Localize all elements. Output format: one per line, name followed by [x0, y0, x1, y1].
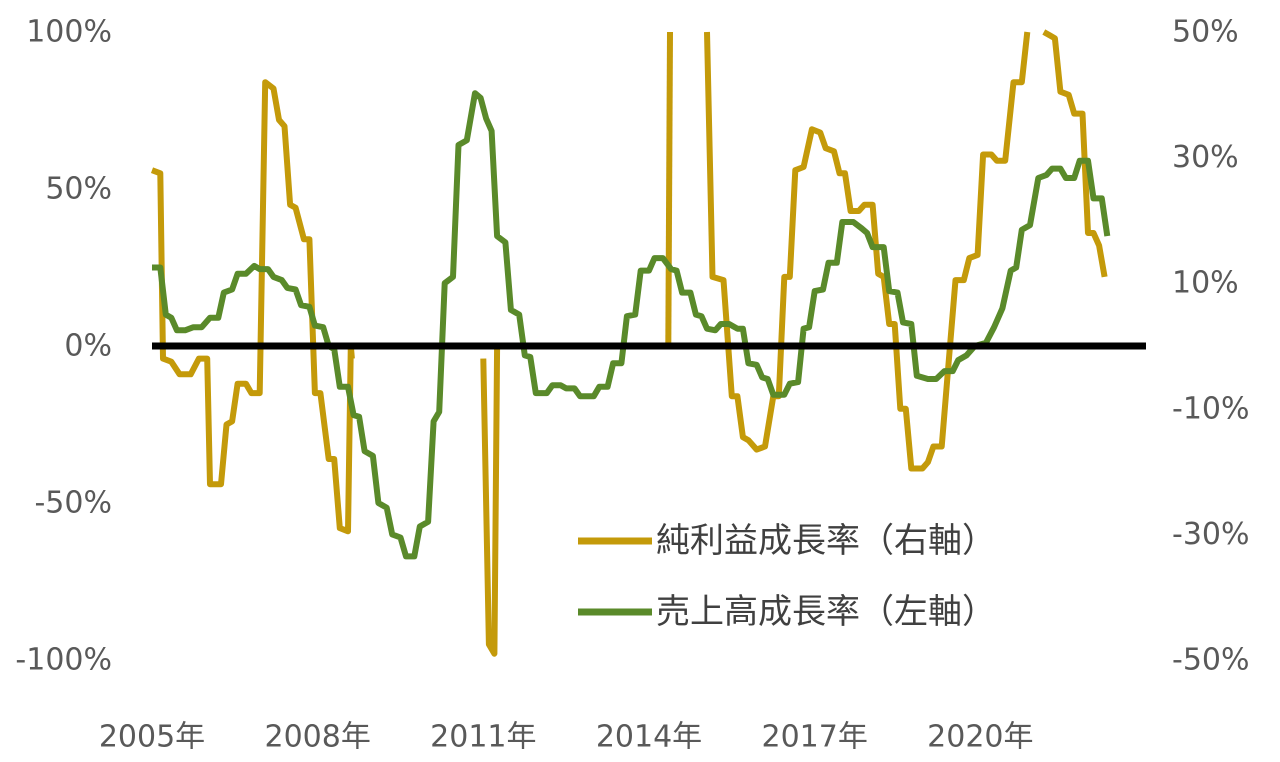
net-profit-growth-line [480, 345, 501, 657]
net-profit-growth-line [665, 31, 673, 347]
right-axis-tick-label: 10% [1172, 266, 1239, 301]
left-axis-tick-label: 0% [64, 329, 112, 364]
legend-label: 純利益成長率（右軸） [656, 521, 996, 561]
right-axis-tick-label: 50% [1172, 15, 1239, 50]
x-axis-tick-label: 2020年 [927, 720, 1033, 755]
right-axis-ticks: 50% 30% 10% -10% -30% -50% [1172, 15, 1250, 678]
left-axis-ticks: 100% 50% 0% -50% -100% [15, 15, 112, 678]
sales-growth-line [152, 90, 1111, 560]
right-axis-tick-label: -50% [1172, 643, 1250, 678]
net-profit-growth-line [150, 79, 355, 535]
x-axis-tick-label: 2008年 [264, 720, 370, 755]
right-axis-tick-label: 30% [1172, 140, 1239, 175]
legend: 純利益成長率（右軸） 売上高成長率（左軸） [578, 521, 996, 632]
legend-label: 売上高成長率（左軸） [656, 592, 996, 632]
left-axis-tick-label: -100% [15, 643, 112, 678]
x-axis-ticks: 2005年 2008年 2011年 2014年 2017年 2020年 [99, 720, 1034, 755]
net-profit-growth-line [1042, 29, 1108, 278]
left-axis-tick-label: 100% [26, 15, 112, 50]
right-axis-tick-label: -10% [1172, 391, 1250, 426]
x-axis-tick-label: 2011年 [430, 720, 536, 755]
net-profit-growth-line [704, 31, 1031, 472]
left-axis-tick-label: 50% [45, 172, 112, 207]
x-axis-tick-label: 2014年 [596, 720, 702, 755]
x-axis-tick-label: 2005年 [99, 720, 205, 755]
right-axis-tick-label: -30% [1172, 517, 1250, 552]
left-axis-tick-label: -50% [34, 486, 112, 521]
series-lines [150, 29, 1111, 657]
x-axis-tick-label: 2017年 [761, 720, 867, 755]
